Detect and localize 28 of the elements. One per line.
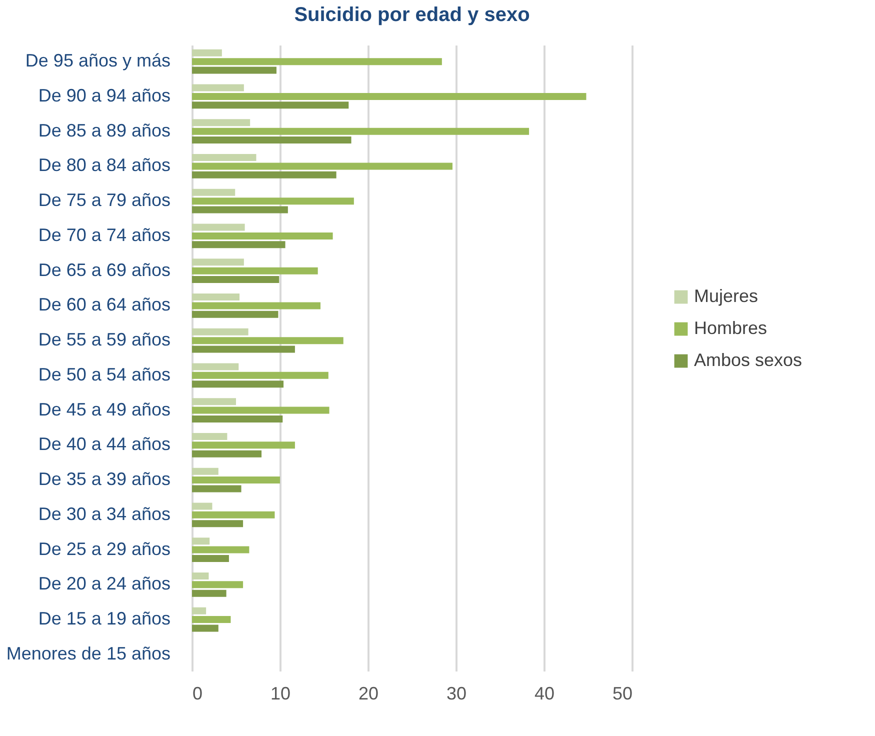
y-tick-label: De 75 a 79 años <box>38 190 170 210</box>
y-tick-label: Menores de 15 años <box>6 643 170 664</box>
legend-label: Mujeres <box>694 286 758 306</box>
y-tick-label: De 85 a 89 años <box>38 120 170 140</box>
y-tick-label: De 70 a 74 años <box>38 224 170 245</box>
y-tick-label: De 90 a 94 años <box>38 85 170 106</box>
legend-label: Hombres <box>694 318 768 338</box>
y-tick-label: De 80 a 84 años <box>38 155 170 176</box>
x-tick-label: 20 <box>358 684 379 704</box>
x-tick-label: 10 <box>270 684 291 704</box>
y-tick-label: De 95 años y más <box>25 50 170 71</box>
y-tick-label: De 60 a 64 años <box>38 294 170 315</box>
y-tick-label: De 65 a 69 años <box>38 260 170 280</box>
y-tick-label: De 20 a 24 años <box>38 574 170 594</box>
y-tick-label: De 45 a 49 años <box>38 399 170 420</box>
chart-title: Suicidio por edad y sexo <box>294 4 530 26</box>
y-tick-label: De 35 a 39 años <box>38 469 170 490</box>
x-tick-label: 30 <box>446 684 467 704</box>
x-tick-label: 50 <box>612 684 632 704</box>
x-tick-label: 40 <box>534 684 555 704</box>
x-tick-label: 0 <box>192 684 203 704</box>
y-tick-label: De 50 a 54 años <box>38 364 170 384</box>
y-tick-label: De 15 a 19 años <box>38 608 170 629</box>
y-tick-label: De 25 a 29 años <box>38 538 170 559</box>
y-tick-label: De 55 a 59 años <box>38 330 170 350</box>
legend-label: Ambos sexos <box>694 350 802 370</box>
y-tick-label: De 40 a 44 años <box>38 434 170 454</box>
y-tick-label: De 30 a 34 años <box>38 504 170 524</box>
